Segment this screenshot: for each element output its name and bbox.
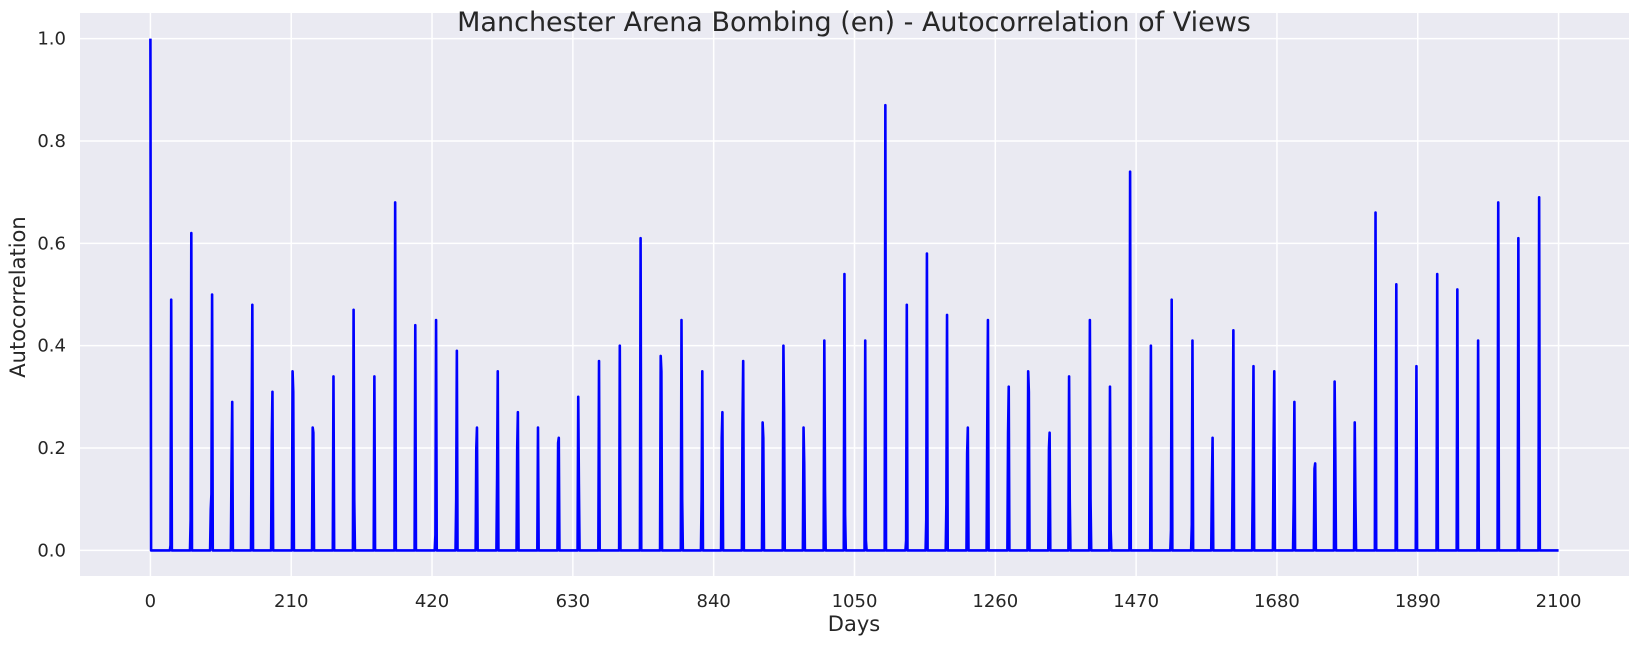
x-tick-label: 1050 <box>832 591 878 612</box>
x-axis-tick-labels: 0 210 420 630 840 1050 1260 1470 1680 1890 2100 <box>145 591 1582 612</box>
y-axis-label: Autocorrelation <box>6 216 30 377</box>
autocorrelation-line <box>149 38 1560 552</box>
y-tick-label: 0.6 <box>37 233 66 254</box>
autocorrelation-series <box>149 38 1560 552</box>
x-tick-label: 1260 <box>972 591 1018 612</box>
y-tick-label: 0.2 <box>37 438 66 459</box>
x-tick-label: 840 <box>697 591 731 612</box>
x-axis-label: Days <box>828 612 880 636</box>
y-tick-label: 0.0 <box>37 540 66 561</box>
y-tick-label: 0.4 <box>37 336 66 357</box>
y-tick-label: 0.8 <box>37 131 66 152</box>
x-tick-label: 630 <box>556 591 590 612</box>
y-tick-label: 1.0 <box>37 29 66 50</box>
grid-lines <box>80 13 1629 576</box>
x-tick-label: 420 <box>415 591 449 612</box>
x-tick-label: 210 <box>274 591 308 612</box>
x-tick-label: 1890 <box>1395 591 1441 612</box>
y-axis-tick-labels: 0.0 0.2 0.4 0.6 0.8 1.0 <box>37 29 66 562</box>
x-tick-label: 2100 <box>1536 591 1582 612</box>
x-tick-label: 1680 <box>1254 591 1300 612</box>
chart-title: Manchester Arena Bombing (en) - Autocorr… <box>457 7 1251 38</box>
x-tick-label: 0 <box>145 591 156 612</box>
x-tick-label: 1470 <box>1113 591 1159 612</box>
